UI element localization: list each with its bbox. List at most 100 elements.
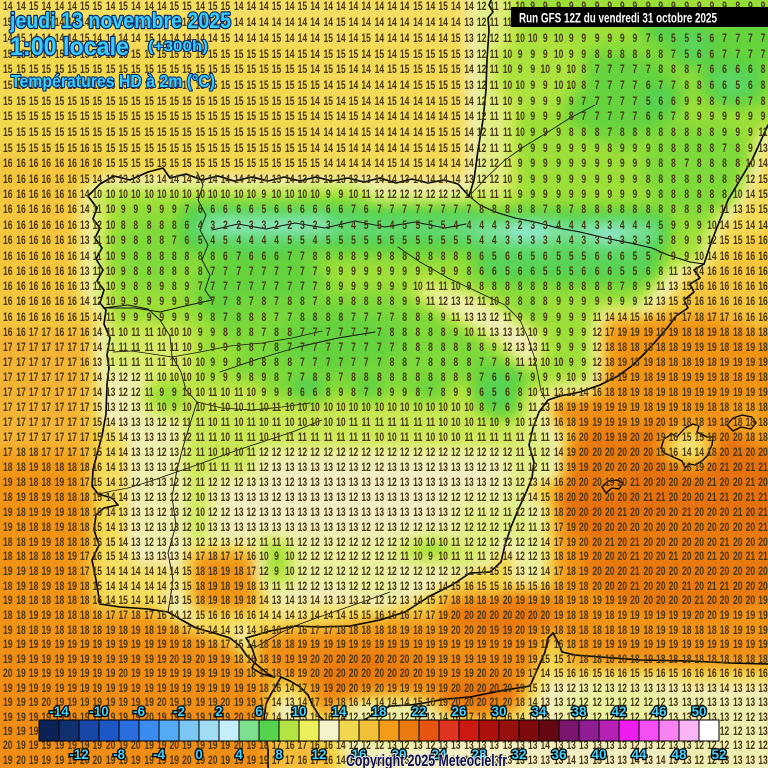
svg-text:18: 18 — [16, 476, 26, 490]
svg-text:19: 19 — [528, 594, 538, 608]
svg-text:18: 18 — [67, 609, 77, 623]
svg-text:12: 12 — [375, 536, 385, 550]
svg-text:7: 7 — [735, 48, 740, 62]
svg-text:9: 9 — [530, 157, 535, 171]
svg-text:8: 8 — [133, 219, 138, 233]
svg-text:14: 14 — [131, 580, 141, 594]
svg-text:20: 20 — [643, 580, 653, 594]
svg-text:13: 13 — [400, 476, 410, 490]
svg-text:20: 20 — [643, 565, 653, 579]
svg-text:10: 10 — [566, 63, 576, 77]
svg-text:7: 7 — [262, 341, 267, 355]
svg-text:10: 10 — [451, 280, 461, 294]
svg-text:10: 10 — [144, 188, 154, 202]
svg-text:8: 8 — [236, 295, 241, 309]
svg-text:15: 15 — [93, 431, 103, 445]
svg-text:19: 19 — [669, 326, 679, 340]
svg-text:7: 7 — [274, 265, 279, 279]
svg-text:13: 13 — [272, 521, 282, 535]
svg-text:11: 11 — [464, 188, 473, 202]
svg-text:10: 10 — [118, 188, 128, 202]
svg-text:9: 9 — [326, 265, 331, 279]
svg-text:16: 16 — [41, 219, 51, 233]
svg-text:20: 20 — [579, 491, 589, 505]
svg-text:12: 12 — [259, 461, 269, 475]
svg-text:18: 18 — [669, 371, 679, 385]
svg-text:10: 10 — [310, 401, 320, 415]
svg-text:8: 8 — [684, 110, 689, 124]
svg-text:8: 8 — [416, 371, 421, 385]
svg-text:9: 9 — [748, 142, 753, 156]
svg-text:19: 19 — [758, 386, 768, 400]
svg-text:14: 14 — [438, 157, 448, 171]
svg-text:9: 9 — [633, 142, 638, 156]
svg-text:11: 11 — [503, 32, 512, 46]
svg-text:14: 14 — [426, 110, 436, 124]
svg-text:17: 17 — [247, 565, 257, 579]
svg-text:15: 15 — [131, 142, 141, 156]
svg-text:12: 12 — [489, 506, 499, 520]
svg-text:12: 12 — [375, 594, 385, 608]
svg-text:10: 10 — [195, 461, 205, 475]
svg-text:19: 19 — [16, 491, 26, 505]
svg-text:8: 8 — [274, 356, 279, 370]
svg-text:13: 13 — [144, 173, 154, 187]
svg-text:18: 18 — [3, 491, 13, 505]
svg-text:19: 19 — [29, 506, 39, 520]
svg-text:10: 10 — [182, 401, 192, 415]
svg-text:15: 15 — [182, 110, 192, 124]
svg-text:12: 12 — [144, 536, 154, 550]
svg-text:15: 15 — [413, 79, 423, 93]
svg-text:10: 10 — [247, 188, 257, 202]
svg-text:18: 18 — [67, 521, 77, 535]
svg-text:14: 14 — [387, 79, 397, 93]
svg-text:20: 20 — [618, 446, 628, 460]
svg-text:13: 13 — [464, 173, 474, 187]
svg-text:8: 8 — [172, 265, 177, 279]
svg-text:16: 16 — [29, 311, 39, 325]
svg-text:7: 7 — [492, 356, 497, 370]
svg-text:16: 16 — [733, 250, 743, 264]
svg-text:18: 18 — [733, 416, 743, 430]
svg-text:18: 18 — [451, 594, 461, 608]
svg-text:19: 19 — [707, 341, 717, 355]
svg-text:15: 15 — [80, 95, 90, 109]
svg-text:10: 10 — [464, 401, 474, 415]
svg-text:17: 17 — [554, 565, 564, 579]
svg-text:8: 8 — [133, 280, 138, 294]
svg-text:15: 15 — [234, 110, 244, 124]
svg-text:8: 8 — [761, 79, 766, 93]
svg-text:15: 15 — [298, 95, 308, 109]
svg-text:18: 18 — [221, 580, 231, 594]
svg-text:15: 15 — [208, 95, 218, 109]
svg-text:20: 20 — [605, 565, 615, 579]
svg-text:8: 8 — [607, 280, 612, 294]
svg-text:10: 10 — [400, 401, 410, 415]
svg-text:7: 7 — [339, 356, 344, 370]
svg-text:9: 9 — [556, 326, 561, 340]
svg-text:17: 17 — [16, 431, 26, 445]
svg-text:10: 10 — [566, 79, 576, 93]
svg-text:9: 9 — [620, 142, 625, 156]
svg-text:15: 15 — [170, 110, 180, 124]
svg-text:15: 15 — [106, 157, 116, 171]
svg-text:11: 11 — [196, 431, 205, 445]
svg-text:16: 16 — [746, 250, 756, 264]
svg-text:17: 17 — [67, 416, 77, 430]
svg-text:10: 10 — [310, 416, 320, 430]
svg-text:14: 14 — [118, 536, 128, 550]
svg-text:20: 20 — [630, 431, 640, 445]
svg-text:11: 11 — [247, 461, 256, 475]
svg-text:14: 14 — [118, 431, 128, 445]
svg-text:12: 12 — [182, 521, 192, 535]
svg-text:15: 15 — [118, 142, 128, 156]
svg-text:8: 8 — [249, 311, 254, 325]
svg-text:15: 15 — [93, 142, 103, 156]
svg-text:15: 15 — [669, 295, 679, 309]
svg-text:9: 9 — [581, 173, 586, 187]
svg-text:9: 9 — [633, 188, 638, 202]
svg-text:12: 12 — [400, 188, 410, 202]
svg-text:19: 19 — [592, 416, 602, 430]
svg-text:9: 9 — [543, 173, 548, 187]
svg-text:15: 15 — [93, 565, 103, 579]
